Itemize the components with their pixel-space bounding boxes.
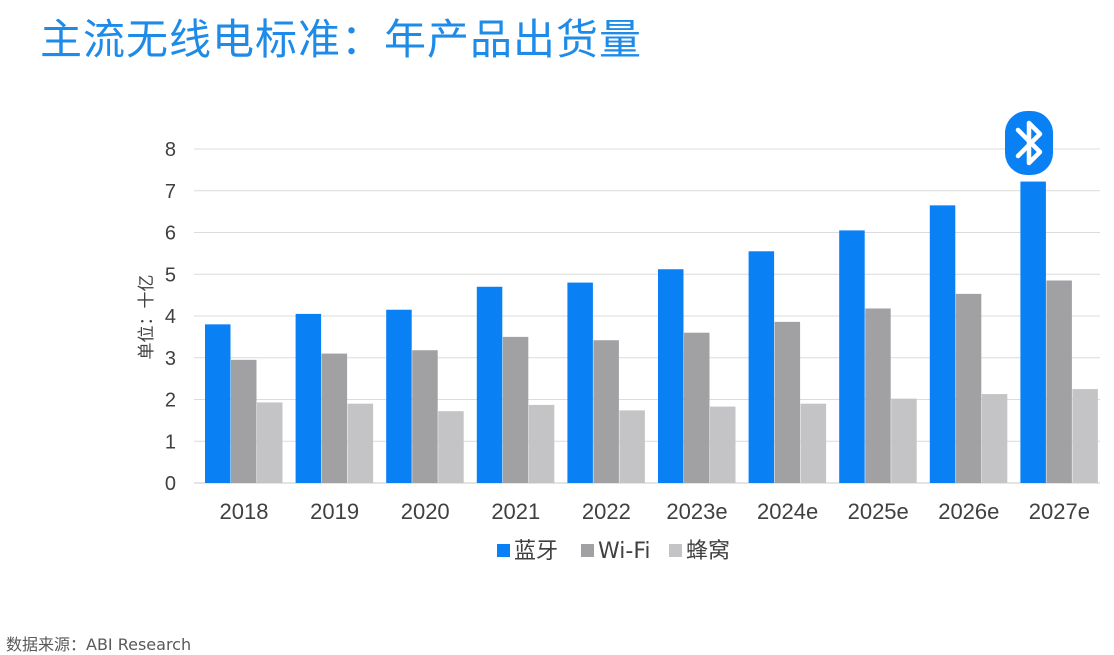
x-axis-ticks: 2018 2019 2020 2021 2022 2023e 2024e 2025e 2026e… (220, 499, 1090, 524)
x-tick-label: 2024e (757, 499, 818, 524)
legend-label: Wi-Fi (598, 539, 651, 564)
bar-bluetooth (205, 324, 231, 483)
y-axis-ticks: 0 1 2 3 4 5 6 7 8 (165, 139, 176, 495)
x-tick-label: 2023e (666, 499, 727, 524)
bar-wifi (865, 308, 891, 483)
bar-bluetooth (929, 205, 956, 484)
bar-bluetooth (295, 313, 322, 483)
data-source: 数据来源：ABI Research (6, 635, 192, 654)
bar-wifi (412, 350, 438, 483)
legend-swatch (669, 544, 682, 557)
x-tick-label: 2018 (220, 499, 269, 524)
y-tick-label: 3 (165, 348, 176, 370)
y-tick-label: 0 (165, 473, 176, 495)
x-tick-label: 2025e (848, 499, 909, 524)
bar-chart: 0 1 2 3 4 5 6 7 8 单位：十亿 2018 2019 2020 2021 2022 2023… (137, 111, 1100, 564)
x-tick-label: 2022 (582, 499, 631, 524)
bar-wifi (684, 332, 710, 483)
bar-cellular (347, 403, 374, 483)
bar-cellular (710, 406, 736, 483)
y-axis-label: 单位：十亿 (137, 275, 157, 360)
bar-wifi (593, 340, 619, 483)
y-tick-label: 7 (165, 181, 176, 203)
x-tick-label: 2020 (401, 499, 450, 524)
bar-wifi (321, 353, 348, 483)
bar-cellular (1072, 389, 1098, 483)
x-tick-label: 2019 (310, 499, 359, 524)
x-tick-label: 2021 (491, 499, 540, 524)
y-tick-label: 8 (165, 139, 176, 161)
bar-wifi (502, 336, 529, 483)
y-tick-label: 2 (165, 390, 176, 412)
bar-cellular (981, 394, 1008, 483)
bar-cellular (528, 404, 555, 483)
y-tick-label: 1 (165, 431, 176, 453)
bar-bluetooth (748, 251, 775, 483)
chart-title: 主流无线电标准：年产品出货量 (40, 15, 643, 64)
x-tick-label: 2027e (1029, 499, 1090, 524)
bluetooth-icon (1005, 111, 1053, 175)
legend-swatch (581, 544, 594, 557)
bar-bluetooth (567, 282, 593, 483)
bar-wifi (774, 321, 801, 483)
x-tick-label: 2026e (938, 499, 999, 524)
bar-cellular (257, 402, 283, 483)
y-tick-label: 5 (165, 264, 176, 286)
y-tick-label: 4 (165, 306, 176, 328)
y-tick-label: 6 (165, 223, 176, 245)
bar-cellular (891, 398, 917, 483)
bar-wifi (231, 359, 257, 483)
bars (205, 181, 1098, 484)
bar-cellular (800, 403, 827, 483)
bar-bluetooth (658, 269, 684, 483)
bar-bluetooth (1020, 181, 1046, 483)
legend-label: 蜂窝 (686, 539, 730, 564)
bar-cellular (619, 410, 645, 483)
bar-bluetooth (476, 286, 503, 483)
bar-cellular (438, 411, 464, 483)
bar-bluetooth (386, 309, 412, 483)
bar-wifi (1046, 280, 1072, 483)
legend-swatch (497, 544, 510, 557)
legend-label: 蓝牙 (514, 539, 558, 564)
bar-wifi (955, 293, 982, 483)
legend: 蓝牙 Wi-Fi 蜂窝 (497, 539, 730, 564)
bar-bluetooth (839, 230, 865, 483)
